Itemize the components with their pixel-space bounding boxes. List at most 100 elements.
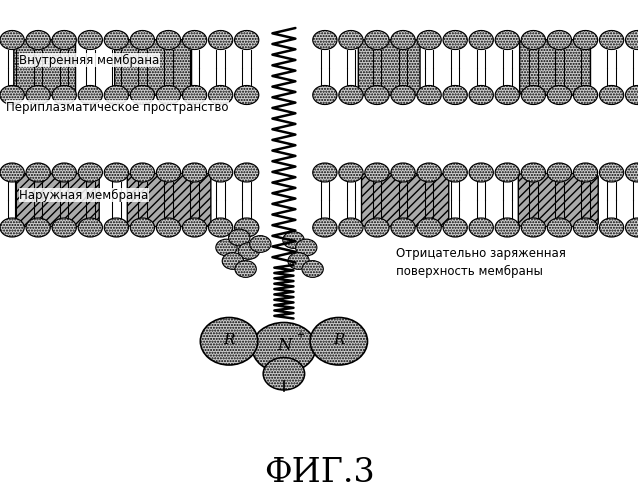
- Ellipse shape: [0, 163, 24, 182]
- Ellipse shape: [547, 30, 572, 50]
- Ellipse shape: [625, 30, 638, 50]
- Ellipse shape: [625, 86, 638, 104]
- Ellipse shape: [547, 86, 572, 104]
- Ellipse shape: [469, 218, 493, 237]
- Ellipse shape: [365, 218, 389, 237]
- Ellipse shape: [209, 218, 233, 237]
- Ellipse shape: [574, 30, 598, 50]
- Ellipse shape: [391, 86, 415, 104]
- Ellipse shape: [443, 30, 467, 50]
- Text: Периплазматическое пространство: Периплазматическое пространство: [6, 101, 229, 114]
- Ellipse shape: [228, 229, 250, 246]
- Ellipse shape: [391, 218, 415, 237]
- Ellipse shape: [574, 163, 598, 182]
- Ellipse shape: [443, 163, 467, 182]
- Ellipse shape: [200, 318, 258, 365]
- Ellipse shape: [78, 86, 103, 104]
- Ellipse shape: [443, 218, 467, 237]
- Text: Наружная мембрана: Наружная мембрана: [19, 188, 149, 202]
- Ellipse shape: [417, 218, 441, 237]
- Ellipse shape: [52, 86, 77, 104]
- Ellipse shape: [417, 30, 441, 50]
- Ellipse shape: [235, 260, 256, 278]
- Ellipse shape: [574, 218, 598, 237]
- Ellipse shape: [625, 163, 638, 182]
- Ellipse shape: [156, 30, 181, 50]
- FancyBboxPatch shape: [362, 174, 449, 227]
- Ellipse shape: [182, 218, 207, 237]
- Ellipse shape: [156, 86, 181, 104]
- Ellipse shape: [521, 218, 545, 237]
- Ellipse shape: [182, 86, 207, 104]
- FancyBboxPatch shape: [518, 174, 598, 227]
- Ellipse shape: [156, 163, 181, 182]
- Ellipse shape: [26, 163, 50, 182]
- FancyBboxPatch shape: [115, 40, 191, 95]
- Ellipse shape: [216, 239, 237, 256]
- Text: ФИГ.3: ФИГ.3: [263, 456, 375, 488]
- Ellipse shape: [521, 86, 545, 104]
- Ellipse shape: [52, 163, 77, 182]
- Ellipse shape: [130, 86, 154, 104]
- Ellipse shape: [600, 30, 624, 50]
- FancyBboxPatch shape: [128, 174, 211, 227]
- Ellipse shape: [339, 86, 363, 104]
- Ellipse shape: [104, 218, 128, 237]
- Ellipse shape: [209, 163, 233, 182]
- Ellipse shape: [313, 163, 337, 182]
- Ellipse shape: [495, 86, 519, 104]
- Ellipse shape: [78, 30, 103, 50]
- Ellipse shape: [235, 218, 259, 237]
- Ellipse shape: [252, 322, 316, 372]
- Ellipse shape: [495, 218, 519, 237]
- Ellipse shape: [313, 30, 337, 50]
- Ellipse shape: [443, 86, 467, 104]
- Ellipse shape: [295, 239, 317, 256]
- Ellipse shape: [26, 86, 50, 104]
- Ellipse shape: [78, 218, 103, 237]
- Text: R: R: [333, 333, 345, 347]
- Ellipse shape: [238, 242, 260, 260]
- Ellipse shape: [209, 30, 233, 50]
- Ellipse shape: [365, 86, 389, 104]
- Ellipse shape: [235, 86, 259, 104]
- Ellipse shape: [52, 30, 77, 50]
- Ellipse shape: [310, 318, 367, 365]
- Ellipse shape: [339, 163, 363, 182]
- Ellipse shape: [0, 218, 24, 237]
- Ellipse shape: [469, 163, 493, 182]
- Ellipse shape: [495, 30, 519, 50]
- Ellipse shape: [130, 218, 154, 237]
- Ellipse shape: [339, 218, 363, 237]
- Ellipse shape: [182, 30, 207, 50]
- Ellipse shape: [391, 30, 415, 50]
- FancyBboxPatch shape: [359, 40, 420, 95]
- Ellipse shape: [104, 163, 128, 182]
- Text: Внутренняя мембрана: Внутренняя мембрана: [19, 54, 160, 66]
- Ellipse shape: [0, 30, 24, 50]
- Ellipse shape: [521, 163, 545, 182]
- Ellipse shape: [104, 30, 128, 50]
- Ellipse shape: [104, 86, 128, 104]
- Ellipse shape: [600, 86, 624, 104]
- Ellipse shape: [469, 30, 493, 50]
- Ellipse shape: [222, 252, 244, 270]
- Ellipse shape: [600, 218, 624, 237]
- Ellipse shape: [313, 218, 337, 237]
- Ellipse shape: [130, 163, 154, 182]
- Ellipse shape: [391, 163, 415, 182]
- Text: N: N: [278, 338, 292, 354]
- Ellipse shape: [263, 358, 305, 390]
- Ellipse shape: [283, 232, 304, 248]
- Ellipse shape: [302, 260, 323, 278]
- Ellipse shape: [249, 236, 271, 252]
- FancyBboxPatch shape: [14, 40, 75, 95]
- Text: $^+$: $^+$: [294, 330, 306, 344]
- Ellipse shape: [547, 163, 572, 182]
- Text: Отрицательно заряженная
поверхность мембраны: Отрицательно заряженная поверхность мемб…: [396, 247, 565, 278]
- Ellipse shape: [26, 30, 50, 50]
- Ellipse shape: [313, 86, 337, 104]
- Ellipse shape: [26, 218, 50, 237]
- Ellipse shape: [130, 30, 154, 50]
- Ellipse shape: [547, 218, 572, 237]
